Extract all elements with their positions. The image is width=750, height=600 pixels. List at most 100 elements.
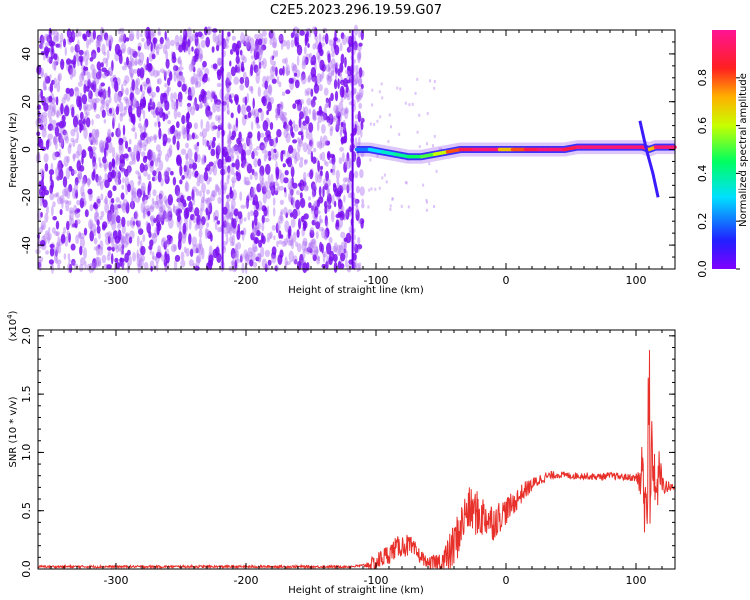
noise-blob <box>270 187 275 193</box>
chart-title: C2E5.2023.296.19.59.G07 <box>270 3 442 18</box>
noise-blob <box>311 98 315 109</box>
noise-blob <box>319 73 323 82</box>
noise-blob <box>211 140 216 149</box>
noise-blob <box>313 216 318 223</box>
noise-blob <box>94 256 100 269</box>
noise-blob <box>119 163 126 168</box>
noise-blob <box>120 83 124 93</box>
noise-blob <box>77 57 80 67</box>
noise-blob <box>156 101 162 112</box>
noise-blob <box>80 57 83 66</box>
noise-blob <box>224 151 229 163</box>
noise-blob <box>340 252 346 262</box>
noise-blob <box>325 261 329 270</box>
noise-blob <box>66 220 70 231</box>
noise-blob <box>126 56 129 66</box>
noise-blob <box>344 250 348 259</box>
noise-blob <box>329 128 333 137</box>
noise-blob <box>284 124 291 132</box>
noise-blob <box>204 167 208 172</box>
noise-blob <box>264 263 268 272</box>
noise-blob <box>225 77 230 89</box>
noise-blob <box>161 204 166 215</box>
y-tick-label: 0.5 <box>20 502 33 519</box>
noise-blob <box>325 99 329 109</box>
noise-blob <box>150 149 154 155</box>
noise-blob <box>339 42 343 52</box>
noise-blob <box>103 51 107 56</box>
noise-blob <box>166 238 172 245</box>
noise-blob <box>157 171 162 183</box>
noise-blob <box>283 149 286 157</box>
noise-blob <box>233 172 237 177</box>
noise-blob <box>352 127 357 136</box>
noise-blob <box>70 45 74 53</box>
noise-blob <box>49 117 53 124</box>
noise-blob <box>123 80 128 86</box>
noise-blob <box>318 41 322 53</box>
noise-blob <box>357 236 361 245</box>
noise-blob <box>142 206 146 218</box>
noise-blob <box>279 111 284 121</box>
noise-blob <box>50 179 54 190</box>
noise-blob <box>433 134 436 138</box>
noise-blob <box>107 235 111 244</box>
noise-blob <box>306 87 312 95</box>
noise-blob <box>426 200 428 204</box>
noise-blob <box>396 86 399 90</box>
noise-blob <box>80 185 85 197</box>
noise-blob <box>215 114 219 122</box>
noise-blob <box>110 169 116 179</box>
noise-blob <box>240 66 245 73</box>
noise-blob <box>227 86 230 98</box>
noise-blob <box>327 187 330 197</box>
noise-blob <box>239 76 245 85</box>
noise-blob <box>183 164 188 173</box>
noise-blob <box>256 221 262 230</box>
noise-blob <box>247 111 252 119</box>
noise-blob <box>76 219 81 225</box>
noise-blob <box>186 121 193 129</box>
noise-blob <box>43 97 49 103</box>
noise-blob <box>290 39 295 48</box>
noise-blob <box>297 142 301 153</box>
colorbar-ticks: 0.00.20.40.60.8 <box>696 69 740 278</box>
noise-blob <box>276 105 281 117</box>
noise-blob <box>93 168 96 178</box>
noise-blob <box>433 86 436 90</box>
noise-blob <box>151 101 156 110</box>
noise-blob <box>283 177 289 184</box>
noise-blob <box>344 158 349 166</box>
noise-blob <box>137 58 142 65</box>
noise-blob <box>41 35 46 45</box>
noise-blob <box>157 199 163 210</box>
noise-blob <box>300 122 304 134</box>
noise-blob <box>340 97 344 103</box>
noise-blob <box>204 102 209 108</box>
noise-blob <box>204 197 211 203</box>
noise-blob <box>418 113 421 117</box>
noise-blob <box>133 60 138 66</box>
noise-blob <box>298 218 302 230</box>
noise-blob <box>244 79 249 88</box>
noise-blob <box>306 143 313 152</box>
snr-series-line <box>37 350 675 570</box>
noise-blob <box>158 207 164 212</box>
noise-blob <box>130 151 136 162</box>
noise-blob <box>112 117 115 130</box>
noise-blob <box>96 256 102 267</box>
noise-blob <box>206 90 211 100</box>
noise-blob <box>327 53 331 63</box>
noise-blob <box>270 148 275 160</box>
noise-blob <box>226 175 230 185</box>
ridge-segment <box>367 147 385 154</box>
noise-blob <box>180 259 186 268</box>
noise-blob <box>57 160 63 172</box>
noise-blob <box>117 122 121 134</box>
noise-blob <box>136 259 140 267</box>
noise-blob <box>188 233 192 245</box>
noise-blob <box>160 93 164 104</box>
noise-blob <box>108 107 113 114</box>
noise-blob <box>109 214 114 226</box>
